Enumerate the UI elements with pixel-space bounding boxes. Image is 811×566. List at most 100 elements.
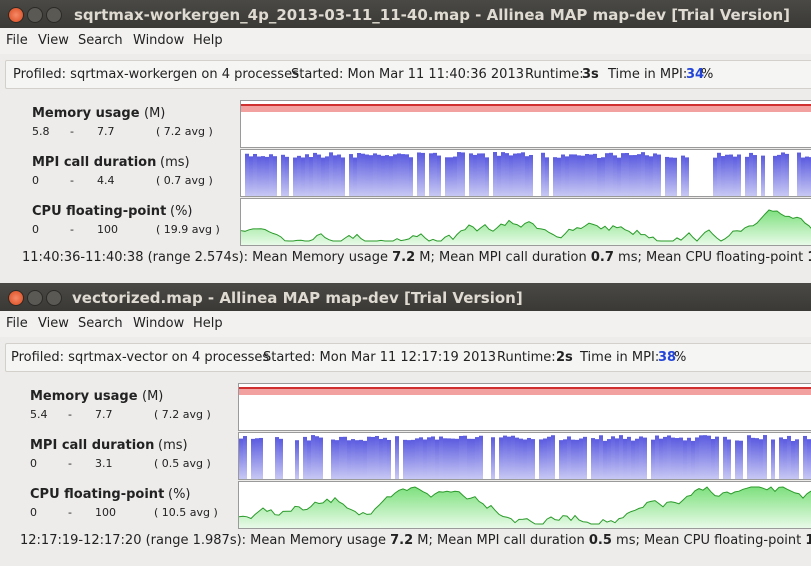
mpi-label: Time in MPI: <box>608 67 688 82</box>
mpi-column <box>379 438 383 479</box>
mpi-column <box>711 438 715 479</box>
mpi-column <box>257 156 261 196</box>
mpi-column <box>623 438 627 479</box>
maximize-button[interactable] <box>46 7 62 23</box>
mpi-column <box>475 437 479 479</box>
metric-min: 0 <box>30 506 37 519</box>
mpi-unit: % <box>701 67 714 82</box>
mpi-column <box>513 153 517 196</box>
mpi-column <box>609 152 613 196</box>
menu-item[interactable]: Search <box>78 33 123 48</box>
metric-name: CPU floating-point <box>32 204 167 219</box>
mpi-column <box>523 439 527 479</box>
maximize-button[interactable] <box>46 290 62 306</box>
mpi-column <box>679 437 683 479</box>
mpi-column <box>331 439 335 479</box>
metric-min: 5.4 <box>30 408 48 421</box>
mpi-column <box>395 436 399 479</box>
mpi-column <box>759 439 763 479</box>
metric-unit: (%) <box>170 204 193 219</box>
mpi-column <box>335 440 339 479</box>
info-bar: Profiled: sqrtmax-workergen on 4 process… <box>5 60 811 89</box>
mpi-column <box>641 152 645 196</box>
mpi-column <box>569 154 573 196</box>
mpi-column <box>727 439 731 479</box>
menu-item[interactable]: View <box>38 316 69 331</box>
mpi-column <box>717 152 721 196</box>
menu-item[interactable]: Window <box>133 316 185 331</box>
mpi-column <box>305 154 309 196</box>
mpi-column <box>653 153 657 196</box>
menu-item[interactable]: Search <box>78 316 123 331</box>
mpi-column <box>543 438 547 479</box>
mpi-column <box>405 154 409 196</box>
summary-text: 12:17:19-12:17:20 (range 1.987s): Mean M… <box>20 533 391 548</box>
mpi-column <box>715 436 719 479</box>
mpi-column <box>329 152 333 196</box>
mpi-column <box>435 439 439 479</box>
menu-item[interactable]: Help <box>193 33 223 48</box>
menu-item[interactable]: Help <box>193 316 223 331</box>
mpi-column <box>551 435 555 479</box>
mpi-column <box>485 157 489 196</box>
mpi-column <box>373 153 377 196</box>
metric-sep: - <box>70 125 74 138</box>
profiled: Profiled: sqrtmax-workergen on 4 process… <box>13 67 299 82</box>
mpi-column <box>525 156 529 196</box>
mpi-column <box>261 156 265 196</box>
mpi-column <box>371 436 375 479</box>
summary: 12:17:19-12:17:20 (range 1.987s): Mean M… <box>20 533 811 548</box>
menu-item[interactable]: Window <box>133 33 185 48</box>
close-button[interactable] <box>8 290 24 306</box>
mpi-label: Time in MPI: <box>580 350 660 365</box>
started: Started: Mon Mar 11 11:40:36 2013 <box>291 67 524 82</box>
menu-item[interactable]: File <box>6 316 28 331</box>
menu-item[interactable]: View <box>38 33 69 48</box>
close-button[interactable] <box>8 7 24 23</box>
mpi-column <box>787 435 791 479</box>
graph-plot <box>239 486 811 528</box>
mpi-column <box>663 436 667 479</box>
mpi-column <box>645 155 649 196</box>
mpi-column <box>665 156 669 196</box>
metric-max: 100 <box>97 223 118 236</box>
mpi-column <box>751 437 755 479</box>
runtime: 2s <box>556 350 573 365</box>
mpi-column <box>797 152 801 196</box>
mpi-column <box>781 152 785 196</box>
mpi-column <box>603 440 607 479</box>
mpi-column <box>695 437 699 479</box>
mpi-column <box>651 439 655 479</box>
graph-plot <box>239 387 811 395</box>
metric-graph <box>240 100 811 148</box>
mpi-column <box>309 157 313 196</box>
mpi-column <box>675 438 679 479</box>
mpi-column <box>529 154 533 196</box>
mpi-column <box>683 440 687 479</box>
summary-value: 0.7 <box>590 250 614 265</box>
mpi-column <box>419 437 423 479</box>
metric-graph <box>238 432 811 480</box>
mpi-column <box>251 438 255 479</box>
mpi-column <box>451 438 455 479</box>
metric-max: 4.4 <box>97 174 115 187</box>
mpi-column <box>385 155 389 196</box>
metric-avg: ( 0.5 avg ) <box>154 457 211 470</box>
minimize-button[interactable] <box>27 7 43 23</box>
mpi-column <box>367 436 371 479</box>
minimize-button[interactable] <box>27 290 43 306</box>
mpi-column <box>643 437 647 479</box>
mpi-column <box>417 152 421 196</box>
menu-item[interactable]: File <box>6 33 28 48</box>
mpi-column <box>349 154 353 196</box>
graph-plot <box>239 435 811 479</box>
mpi-column <box>615 438 619 479</box>
mpi-column <box>579 438 583 479</box>
mpi-column <box>625 152 629 196</box>
mpi-column <box>561 154 565 196</box>
cpu-area <box>239 487 811 528</box>
mpi-column <box>415 438 419 479</box>
mpi-column <box>671 437 675 479</box>
mpi-column <box>809 157 811 196</box>
